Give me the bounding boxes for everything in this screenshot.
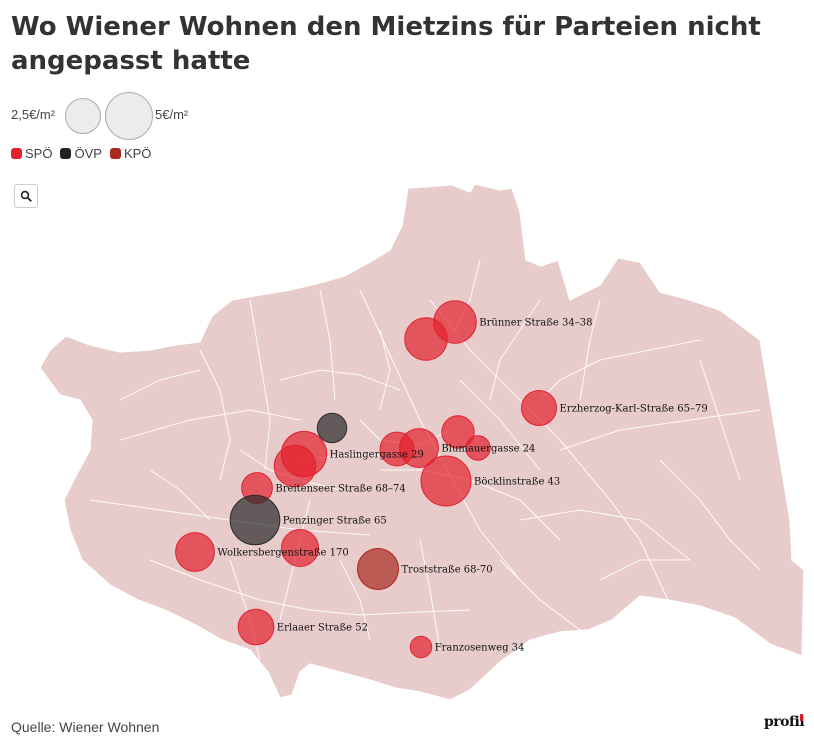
legend-swatch-spoe: [11, 148, 22, 159]
location-bubble[interactable]: [404, 317, 448, 361]
location-label: Böcklinstraße 43: [474, 477, 560, 488]
legend-label-kpoe: KPÖ: [123, 146, 152, 161]
legend-item-spoe: SPÖ: [11, 146, 52, 161]
location-bubble[interactable]: [316, 412, 348, 444]
location-label: Wolkersbergenstraße 170: [217, 548, 348, 559]
search-button[interactable]: [14, 184, 38, 208]
location-label: Troststraße 68-70: [402, 565, 493, 576]
location-label: Brünner Straße 34–38: [479, 318, 592, 329]
location-bubble[interactable]: [281, 529, 319, 567]
page-title: Wo Wiener Wohnen den Mietzins für Partei…: [11, 12, 761, 76]
location-bubble[interactable]: [521, 390, 557, 426]
location-label: Erzherzog-Karl-Straße 65–79: [560, 404, 708, 415]
location-bubble[interactable]: [409, 635, 433, 659]
location-bubble[interactable]: [175, 532, 215, 572]
location-bubble[interactable]: [237, 608, 275, 646]
location-label: Breitenseer Straße 68–74: [275, 484, 405, 495]
source-note: Quelle: Wiener Wohnen: [11, 719, 160, 735]
size-legend-large-label: 5€/m²: [155, 107, 189, 122]
location-bubble[interactable]: [229, 494, 281, 546]
location-bubble[interactable]: [399, 428, 439, 468]
location-bubbles: [175, 300, 557, 659]
location-label: Blumauergasse 24: [441, 444, 535, 455]
location-bubble[interactable]: [465, 435, 491, 461]
size-legend-small-circle: [65, 98, 101, 134]
legend-label-spoe: SPÖ: [25, 146, 53, 161]
legend-swatch-oevp: [60, 148, 72, 159]
location-labels: Brünner Straße 34–38 Erzherzog-Karl-Straß…: [217, 318, 707, 654]
legend-label-oevp: ÖVP: [74, 146, 102, 161]
legend-swatch-kpoe: [109, 148, 121, 159]
brand-logo: profil: [764, 714, 805, 730]
legend-item-kpoe: KPÖ: [109, 146, 152, 161]
location-label: Erlaaer Straße 52: [277, 623, 368, 634]
location-label: Penzinger Straße 65: [283, 516, 387, 527]
location-bubble[interactable]: [357, 548, 399, 590]
location-bubble[interactable]: [273, 444, 317, 488]
size-legend-small-label: 2,5€/m²: [11, 107, 56, 122]
location-bubble[interactable]: [441, 415, 475, 449]
location-bubble[interactable]: [420, 455, 472, 507]
brand-logo-mark: [800, 714, 803, 721]
search-icon: [20, 190, 32, 202]
location-label: Franzosenweg 34: [435, 643, 525, 654]
legend-item-oevp: ÖVP: [60, 146, 102, 161]
size-legend-large-circle: [105, 92, 153, 140]
color-legend: SPÖ ÖVP KPÖ: [11, 146, 151, 161]
location-label: Haslingergasse 29: [330, 450, 424, 461]
